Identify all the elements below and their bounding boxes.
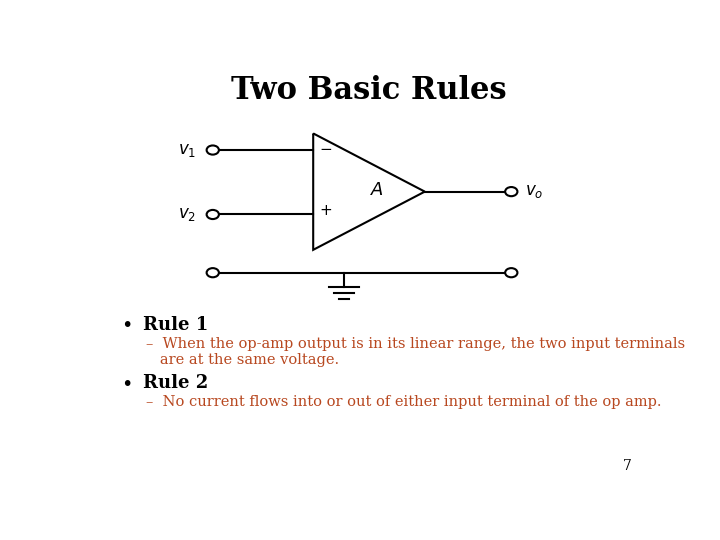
Text: Rule 2: Rule 2: [143, 374, 208, 391]
Circle shape: [505, 187, 518, 196]
Text: $v_1$: $v_1$: [178, 141, 196, 159]
Text: $v_o$: $v_o$: [526, 183, 544, 200]
Circle shape: [505, 268, 518, 277]
Text: $v_2$: $v_2$: [178, 206, 196, 223]
Text: $+$: $+$: [319, 204, 332, 218]
Circle shape: [207, 145, 219, 154]
Text: –  No current flows into or out of either input terminal of the op amp.: – No current flows into or out of either…: [145, 395, 661, 409]
Text: $A$: $A$: [370, 180, 384, 199]
Text: are at the same voltage.: are at the same voltage.: [145, 353, 339, 367]
Text: Two Basic Rules: Two Basic Rules: [231, 75, 507, 106]
Text: •: •: [121, 375, 132, 394]
Circle shape: [207, 210, 219, 219]
Text: •: •: [121, 316, 132, 335]
Circle shape: [207, 268, 219, 277]
Text: 7: 7: [622, 459, 631, 473]
Text: –  When the op-amp output is in its linear range, the two input terminals: – When the op-amp output is in its linea…: [145, 337, 685, 351]
Text: Rule 1: Rule 1: [143, 315, 208, 334]
Text: $-$: $-$: [319, 141, 332, 155]
